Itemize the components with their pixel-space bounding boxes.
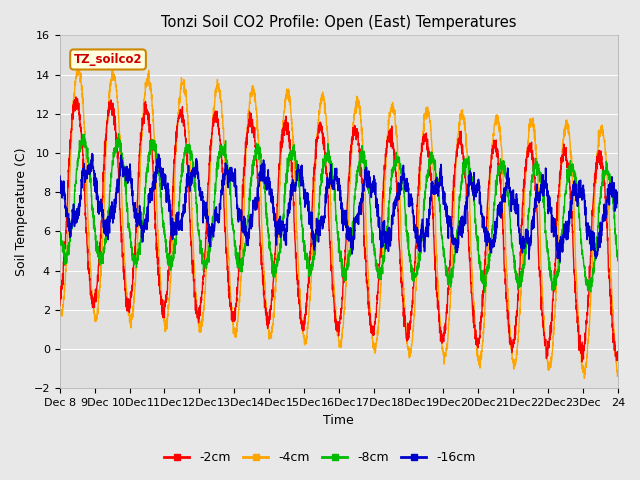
X-axis label: Time: Time (323, 414, 354, 427)
Title: Tonzi Soil CO2 Profile: Open (East) Temperatures: Tonzi Soil CO2 Profile: Open (East) Temp… (161, 15, 516, 30)
Text: TZ_soilco2: TZ_soilco2 (74, 53, 142, 66)
Legend: -2cm, -4cm, -8cm, -16cm: -2cm, -4cm, -8cm, -16cm (159, 446, 481, 469)
Y-axis label: Soil Temperature (C): Soil Temperature (C) (15, 147, 28, 276)
